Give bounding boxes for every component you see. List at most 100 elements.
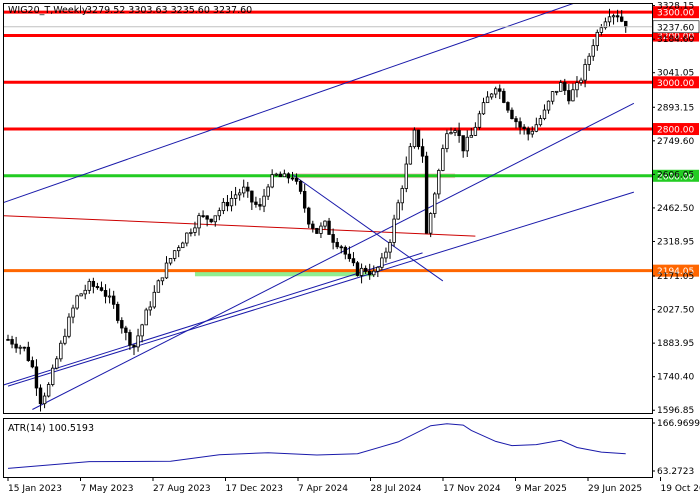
- last-price-box: [652, 20, 700, 34]
- candle-body: [250, 190, 254, 203]
- candle-body: [347, 253, 352, 260]
- last-price-label: 3237.60: [657, 23, 694, 33]
- candle: [445, 129, 449, 153]
- candle-body: [514, 118, 518, 123]
- y-tick-label-12: 1596.85: [657, 406, 694, 416]
- candle-body: [124, 327, 128, 333]
- candle-body: [140, 324, 144, 337]
- candle-body: [583, 64, 587, 81]
- candle: [400, 185, 404, 211]
- candle-body: [615, 15, 620, 18]
- candle: [250, 190, 254, 211]
- candle: [343, 245, 348, 260]
- candle-body: [579, 79, 583, 84]
- x-tick-label-2: 27 Aug 2023: [153, 484, 211, 494]
- candle-body: [298, 180, 303, 192]
- trendline-0[interactable]: [0, 0, 642, 204]
- candle: [441, 144, 445, 172]
- candle: [83, 284, 87, 300]
- candle-body: [26, 346, 31, 361]
- candle: [176, 245, 181, 258]
- candle: [355, 261, 360, 277]
- trendline-5[interactable]: [292, 174, 444, 282]
- candle-body: [510, 109, 514, 120]
- candle: [579, 77, 583, 86]
- candle: [554, 90, 559, 96]
- candle-body: [46, 384, 51, 397]
- candle-body: [331, 234, 335, 243]
- candle: [278, 171, 282, 178]
- candle-body: [302, 190, 307, 209]
- candle-body: [258, 204, 262, 207]
- candle: [567, 84, 571, 105]
- candle: [266, 183, 270, 200]
- trendline-2[interactable]: [7, 191, 635, 387]
- trendline-4[interactable]: [32, 102, 635, 410]
- candle-body: [485, 96, 490, 104]
- candle-body: [420, 146, 425, 157]
- candle-body: [107, 295, 112, 298]
- candle-body: [34, 366, 39, 389]
- candle: [132, 344, 136, 356]
- candle: [563, 78, 567, 95]
- x-tick-label-0: 15 Jan 2023: [8, 484, 62, 494]
- x-tick-label-7: 9 Mar 2025: [516, 484, 567, 494]
- candle-body: [363, 267, 368, 272]
- ohlc-readout: 3279.52 3303.63 3235.60 3237.60: [86, 5, 252, 16]
- candle-body: [229, 197, 234, 207]
- x-tick-label-9: 19 Oct 2025: [661, 484, 700, 494]
- candle: [319, 222, 323, 238]
- atr-y-tick-label-0: 166.9699: [657, 419, 700, 429]
- candle-body: [396, 202, 400, 220]
- trendline-1[interactable]: [0, 252, 423, 386]
- candle: [233, 186, 238, 206]
- candle-body: [213, 215, 217, 223]
- candle: [120, 317, 124, 334]
- candle-body: [571, 89, 575, 102]
- candle-body: [567, 90, 571, 102]
- candle: [514, 116, 518, 129]
- candle: [510, 107, 514, 120]
- candle-body: [522, 126, 526, 129]
- candle: [128, 329, 132, 350]
- candle-body: [282, 173, 287, 178]
- candle: [611, 13, 616, 25]
- candle-body: [542, 109, 547, 119]
- candle: [416, 129, 421, 150]
- candle-body: [489, 93, 494, 98]
- candle: [607, 8, 612, 27]
- candle-body: [18, 346, 22, 349]
- candle: [144, 307, 148, 326]
- candle-body: [294, 177, 299, 182]
- candle: [274, 172, 278, 177]
- candle-body: [181, 242, 185, 249]
- candle-body: [449, 132, 453, 135]
- candle-body: [473, 126, 478, 136]
- candle: [148, 301, 152, 316]
- candle-body: [359, 267, 364, 276]
- y-tick-label-3: 2893.15: [657, 103, 694, 113]
- candle: [136, 328, 140, 352]
- candle-body: [376, 266, 380, 272]
- candle: [55, 356, 59, 370]
- candle: [71, 304, 75, 324]
- level-label-bg-5: [653, 264, 699, 277]
- candle: [493, 86, 498, 99]
- candle: [477, 110, 482, 130]
- candle-body: [498, 88, 502, 92]
- candle-body: [172, 250, 177, 259]
- candle-body: [205, 215, 209, 220]
- y-tick-label-9: 2027.50: [657, 306, 694, 316]
- x-tick-label-6: 17 Nov 2024: [443, 484, 501, 494]
- candle-body: [237, 192, 242, 196]
- candle: [420, 138, 425, 163]
- candle-body: [79, 293, 83, 297]
- candle-body: [412, 129, 417, 148]
- y-tick-label-1: 3184.60: [657, 35, 694, 45]
- candle-body: [538, 118, 543, 126]
- candle: [359, 263, 364, 284]
- candle-body: [217, 210, 222, 217]
- candle: [461, 135, 465, 158]
- trendline-3[interactable]: [0, 215, 476, 237]
- candle: [465, 130, 469, 157]
